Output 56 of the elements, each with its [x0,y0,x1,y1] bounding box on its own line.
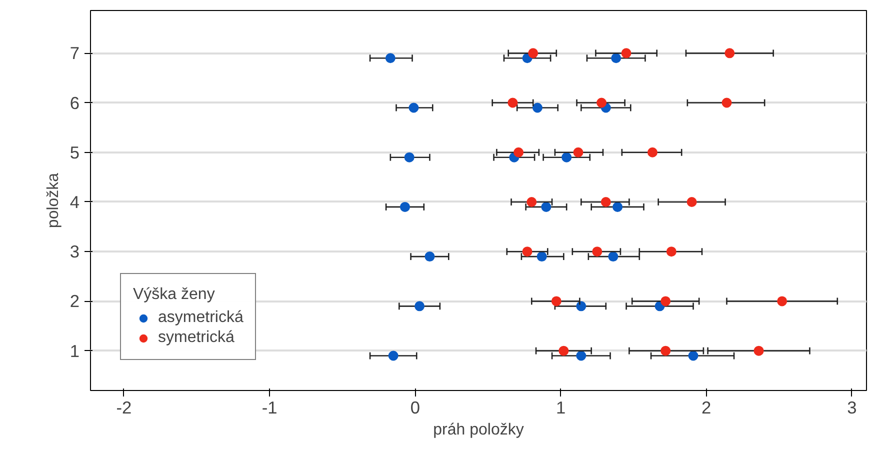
point [414,301,425,312]
point [754,346,764,356]
point [611,53,622,64]
point [400,202,410,212]
point [514,147,524,158]
point [528,48,538,58]
legend-title: Výška ženy [133,286,216,304]
point [541,202,552,212]
point [592,246,602,257]
x-tick-label: -2 [116,398,132,418]
point [612,202,623,212]
point [660,346,671,356]
point [724,48,735,58]
point [596,98,607,108]
point [551,296,562,306]
point [424,252,435,262]
point [388,350,398,361]
x-tick-label: 3 [847,398,857,418]
y-tick-label: 5 [70,142,80,162]
y-tick-label: 6 [70,92,80,113]
point [532,102,542,113]
y-tick-label: 7 [70,43,80,64]
point [562,152,572,162]
point [647,147,658,158]
point [777,296,788,306]
y-tick-label: 1 [70,340,80,361]
point [522,246,532,257]
x-tick-label: -1 [262,398,278,418]
point [608,252,618,262]
point [576,301,586,312]
point [558,346,569,356]
y-axis-title: položka [44,172,62,228]
point [722,98,732,108]
point [688,350,698,361]
x-tick-label: 0 [410,398,420,418]
point [686,196,697,207]
y-tick-label: 3 [70,242,80,262]
point [408,102,419,113]
y-tick-label: 2 [70,291,80,312]
point [600,196,611,207]
point [404,152,414,162]
point [660,296,671,306]
legend-label: asymetrická [158,309,244,327]
point [526,196,537,207]
point [508,98,518,108]
point [666,246,676,257]
x-tick-label: 1 [556,398,566,418]
point [385,53,396,64]
point [573,147,584,158]
x-tick-label: 2 [702,398,712,418]
x-axis-title: práh položky [433,422,524,438]
y-tick-label: 4 [70,192,80,212]
point [576,350,586,361]
point [621,48,632,58]
legend-label: symetrická [158,329,234,347]
point [536,252,547,262]
